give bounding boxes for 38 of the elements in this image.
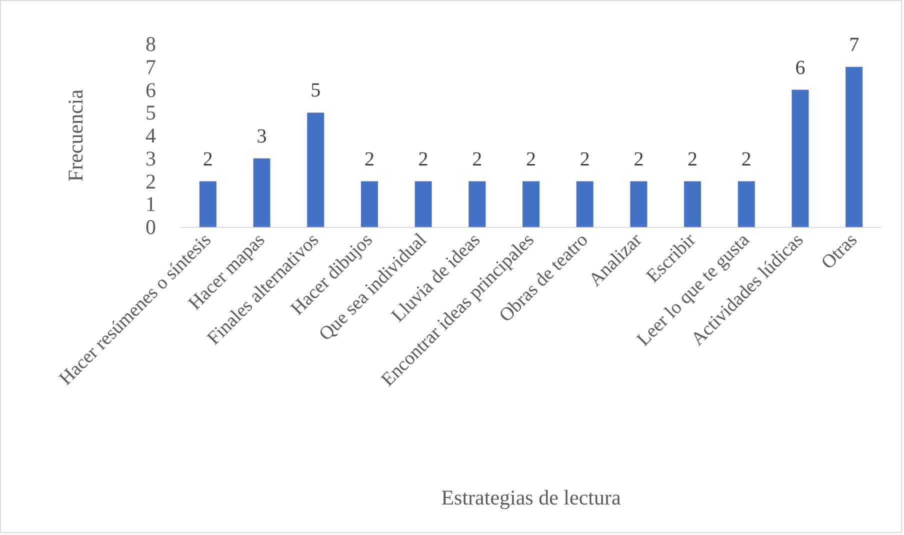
- data-label: 7: [849, 34, 860, 56]
- bar: [738, 181, 755, 227]
- y-tick-label: 1: [146, 192, 156, 216]
- y-axis-title: Frecuencia: [64, 88, 88, 182]
- y-tick-label: 5: [146, 100, 156, 125]
- x-axis-title: Estrategias de lectura: [441, 486, 622, 510]
- bar: [576, 181, 594, 227]
- data-label: 3: [256, 125, 267, 148]
- data-label: 6: [795, 56, 806, 79]
- y-tick-label: 0: [146, 215, 156, 239]
- x-tick-label: Otras: [818, 230, 862, 274]
- y-tick-label: 4: [146, 124, 156, 148]
- data-label: 2: [688, 148, 698, 170]
- y-tick-label: 8: [146, 32, 156, 56]
- bar: [684, 181, 702, 227]
- data-label: 2: [202, 148, 213, 170]
- y-tick-label: 3: [146, 146, 156, 170]
- bar: [792, 90, 809, 227]
- data-label: 2: [526, 148, 536, 170]
- bar: [522, 181, 540, 227]
- bar: [253, 158, 270, 227]
- y-tick-label: 6: [146, 78, 156, 102]
- data-label: 2: [364, 148, 374, 170]
- bar: [307, 112, 324, 227]
- y-tick-label: 2: [146, 169, 156, 194]
- data-label: 2: [580, 148, 590, 170]
- bar: [630, 181, 648, 227]
- data-label: 2: [472, 148, 482, 170]
- bar: [468, 181, 486, 227]
- data-label: 5: [310, 80, 321, 102]
- bar: [414, 181, 432, 227]
- data-label: 2: [418, 148, 428, 170]
- bar: [846, 66, 863, 227]
- data-label: 2: [741, 148, 752, 170]
- y-tick-label: 7: [146, 54, 156, 79]
- bar: [360, 181, 378, 227]
- bar: [199, 181, 216, 227]
- data-label: 2: [634, 148, 644, 170]
